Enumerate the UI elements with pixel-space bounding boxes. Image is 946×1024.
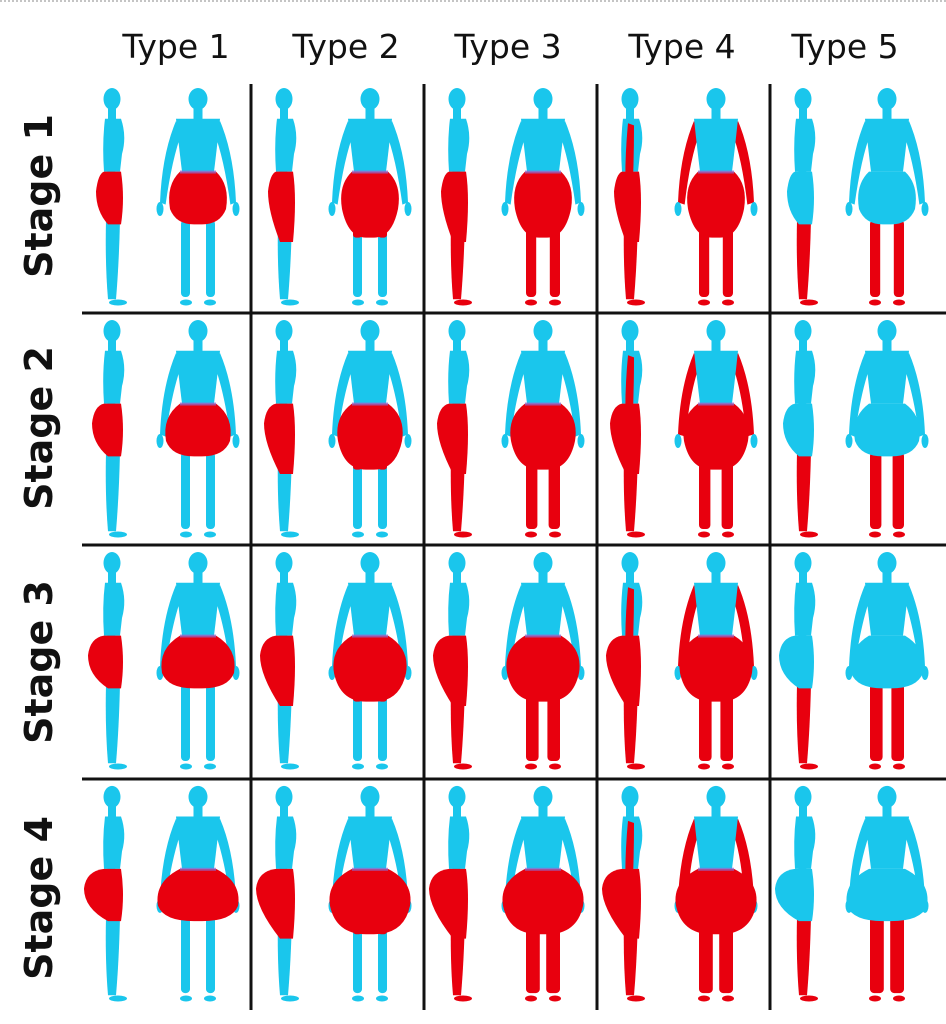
front-figure-type-1-stage-1 [156, 88, 240, 306]
side-figure-type-3-stage-1 [441, 88, 472, 306]
front-figure-type-4-stage-1 [674, 88, 758, 306]
row-header-stage-2: Stage 2 [17, 346, 61, 510]
row-header-stage-4: Stage 4 [17, 816, 61, 980]
front-figure-type-5-stage-2 [845, 320, 929, 538]
side-figure-type-2-stage-1 [268, 88, 299, 306]
front-figure-type-4-stage-2 [674, 320, 758, 538]
front-figure-type-1-stage-2 [156, 320, 240, 538]
figure-grid [84, 88, 929, 1002]
side-figure-type-4-stage-3 [606, 552, 645, 770]
side-figure-type-4-stage-2 [610, 320, 645, 538]
side-figure-type-5-stage-2 [783, 320, 818, 538]
side-figure-type-1-stage-1 [96, 88, 127, 306]
side-figure-type-4-stage-1 [614, 88, 645, 306]
side-figure-type-1-stage-3 [88, 552, 127, 770]
side-figure-type-5-stage-1 [787, 88, 818, 306]
front-figure-type-5-stage-4 [845, 785, 929, 1002]
column-header-type-4: Type 4 [627, 27, 735, 66]
front-figure-type-5-stage-1 [845, 88, 929, 306]
column-header-type-5: Type 5 [790, 27, 898, 66]
side-figure-type-3-stage-2 [437, 320, 472, 538]
side-figure-type-3-stage-4 [429, 785, 472, 1002]
front-figure-type-2-stage-2 [328, 320, 412, 538]
column-header-type-1: Type 1 [121, 27, 229, 66]
front-figure-type-4-stage-4 [674, 785, 758, 1002]
front-figure-type-2-stage-3 [328, 552, 412, 770]
side-figure-type-1-stage-4 [84, 785, 127, 1002]
front-figure-type-3-stage-3 [501, 552, 585, 770]
front-figure-type-2-stage-4 [328, 785, 412, 1002]
side-figure-type-2-stage-2 [264, 320, 299, 538]
front-figure-type-3-stage-2 [501, 320, 585, 538]
side-figure-type-3-stage-3 [433, 552, 472, 770]
side-figure-type-1-stage-2 [92, 320, 127, 538]
front-figure-type-5-stage-3 [845, 552, 929, 770]
front-figure-type-2-stage-1 [328, 88, 412, 306]
front-figure-type-1-stage-3 [156, 552, 240, 770]
front-figure-type-3-stage-4 [501, 785, 585, 1002]
side-figure-type-5-stage-3 [779, 552, 818, 770]
front-figure-type-4-stage-3 [674, 552, 758, 770]
front-figure-type-3-stage-1 [501, 88, 585, 306]
column-header-type-2: Type 2 [291, 27, 399, 66]
side-figure-type-4-stage-4 [602, 785, 645, 1002]
column-header-type-3: Type 3 [453, 27, 561, 66]
side-figure-type-5-stage-4 [775, 785, 818, 1002]
side-figure-type-2-stage-4 [256, 785, 299, 1002]
row-header-stage-3: Stage 3 [17, 580, 61, 744]
front-figure-type-1-stage-4 [156, 785, 240, 1002]
row-header-stage-1: Stage 1 [17, 114, 61, 278]
side-figure-type-2-stage-3 [260, 552, 299, 770]
